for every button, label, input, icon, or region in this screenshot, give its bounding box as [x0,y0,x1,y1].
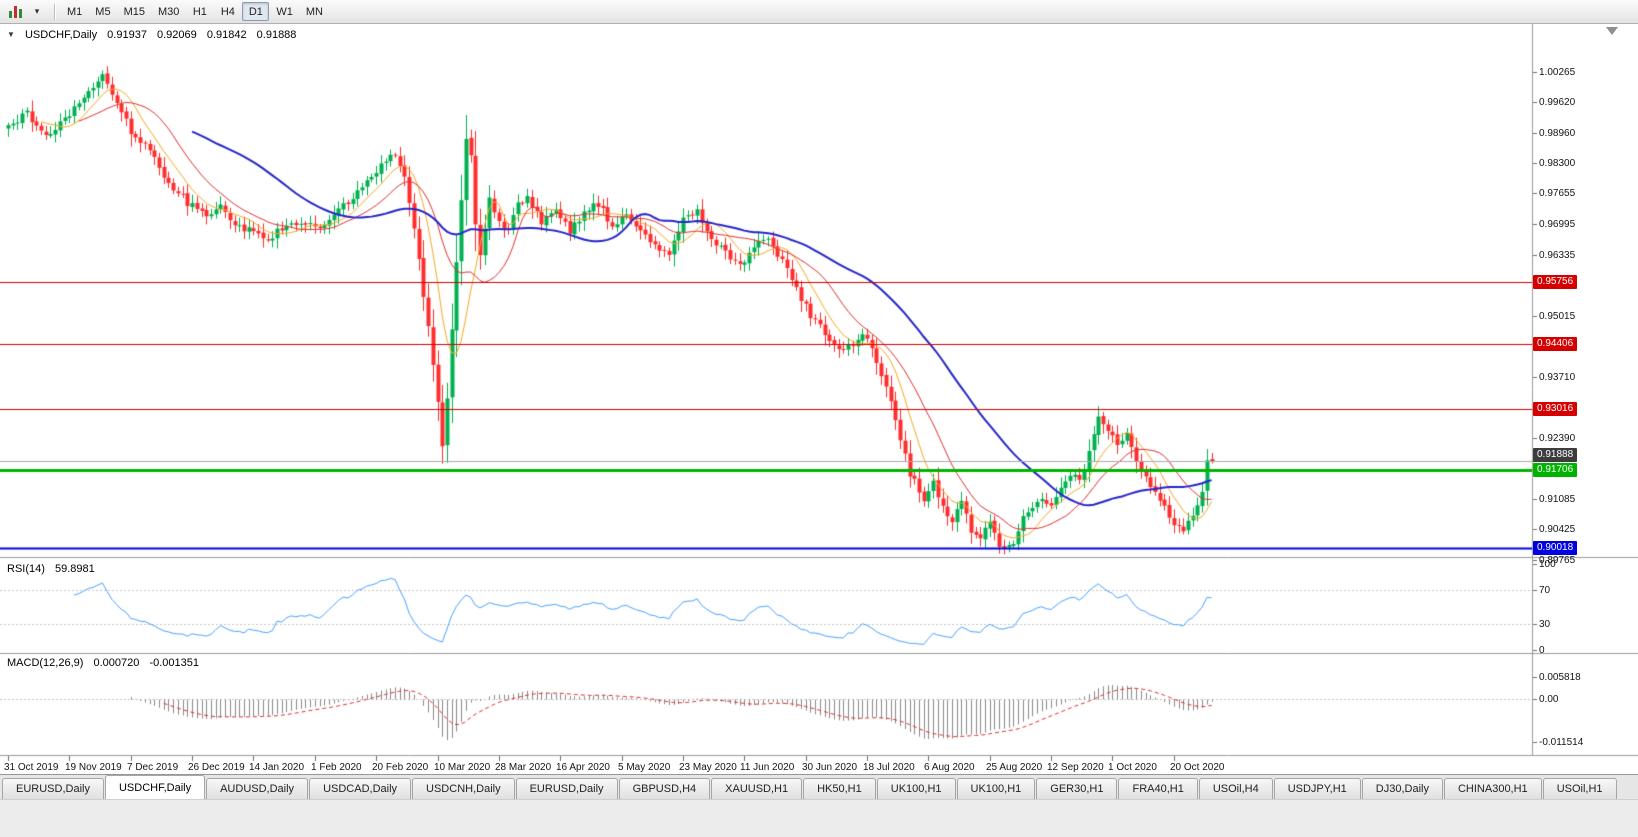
chart-tab-usdchf-daily[interactable]: USDCHF,Daily [104,775,206,799]
macd-signal-value: -0.001351 [149,657,199,669]
chart-tab-gbpusd-h4[interactable]: GBPUSD,H4 [618,778,711,799]
bar-close-value: 0.91888 [256,29,297,41]
rsi-name: RSI(14) [7,563,45,575]
chart-tab-xauusd-h1[interactable]: XAUUSD,H1 [711,778,803,799]
chart-tab-usoil-h4[interactable]: USOil,H4 [1198,778,1273,799]
timeframe-button-d1[interactable]: D1 [242,2,270,21]
chart-tab-eurusd-daily[interactable]: EURUSD,Daily [2,778,104,799]
chart-tabs-bar: EURUSD,Daily USDCHF,Daily AUDUSD,Daily USDC… [0,774,1638,799]
chart-tab-uk100-h1[interactable]: UK100,H1 [876,778,956,799]
macd-indicator-label: MACD(12,26,9) 0.000720 -0.001351 [7,657,206,669]
bar-open-value: 0.91937 [107,29,147,41]
bar-low-value: 0.91842 [206,29,247,41]
chart-tab-usdcnh-daily[interactable]: USDCNH,Daily [412,778,515,799]
price-chart-canvas[interactable] [0,24,1638,774]
chart-title: ▼ USDCHF,Daily 0.91937 0.92069 0.91842 0… [7,29,303,41]
chart-symbol-period: USDCHF,Daily [24,29,98,41]
caret-glyph: ▾ [34,6,40,16]
rsi-indicator-label: RSI(14) 59.8981 [7,563,102,575]
timeframe-buttons-group: M1 M5 M15 M30 H1 H4 D1 W1 MN [61,2,329,21]
chart-tab-usoil-h1[interactable]: USOil,H1 [1542,778,1617,799]
timeframe-button-m5[interactable]: M5 [95,5,111,18]
chart-menu-arrow-icon[interactable]: ▼ [7,30,15,39]
chart-window[interactable]: ▼ USDCHF,Daily 0.91937 0.92069 0.91842 0… [0,24,1638,774]
macd-value: 0.000720 [93,657,140,669]
candlestick-glyph-icon [8,5,22,18]
chart-tab-usdcad-daily[interactable]: USDCAD,Daily [309,778,412,799]
chart-tab-uk100-h1[interactable]: UK100,H1 [956,778,1036,799]
toolbar-dropdown-caret-icon[interactable]: ▾ [26,2,48,21]
timeframe-button-m30[interactable]: M30 [157,5,180,18]
macd-name: MACD(12,26,9) [7,657,84,669]
timeframe-button-m15[interactable]: M15 [123,5,145,18]
chart-tab-china300-h1[interactable]: CHINA300,H1 [1443,778,1542,799]
chart-tab-dj30-daily[interactable]: DJ30,Daily [1361,778,1443,799]
chart-shift-marker[interactable] [1606,27,1618,35]
bar-high-value: 0.92069 [157,29,197,41]
timeframe-button-mn[interactable]: MN [305,5,323,18]
chart-tab-eurusd-daily[interactable]: EURUSD,Daily [515,778,618,799]
timeframe-button-h4[interactable]: H4 [220,5,235,18]
timeframe-button-h1[interactable]: H1 [192,5,207,18]
status-bar [0,799,1638,837]
toolbar-separator [54,3,55,20]
timeframe-button-w1[interactable]: W1 [276,5,293,18]
chart-type-icon[interactable] [4,2,26,21]
chart-tab-audusd-daily[interactable]: AUDUSD,Daily [206,778,309,799]
rsi-value: 59.8981 [54,563,95,575]
chart-tab-hk50-h1[interactable]: HK50,H1 [803,778,876,799]
chart-tab-fra40-h1[interactable]: FRA40,H1 [1118,778,1198,799]
timeframes-toolbar: ▾ M1 M5 M15 M30 H1 H4 D1 W1 MN [0,0,1638,24]
timeframe-button-m1[interactable]: M1 [67,5,83,18]
chart-tab-ger30-h1[interactable]: GER30,H1 [1036,778,1118,799]
chart-tab-usdjpy-h1[interactable]: USDJPY,H1 [1273,778,1361,799]
